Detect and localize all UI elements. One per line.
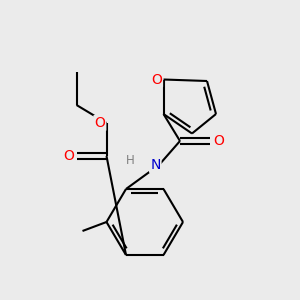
Text: O: O: [63, 149, 74, 163]
Text: O: O: [213, 134, 224, 148]
Text: O: O: [94, 116, 105, 130]
Text: O: O: [151, 73, 162, 86]
Text: N: N: [150, 158, 160, 172]
Text: H: H: [126, 154, 135, 167]
